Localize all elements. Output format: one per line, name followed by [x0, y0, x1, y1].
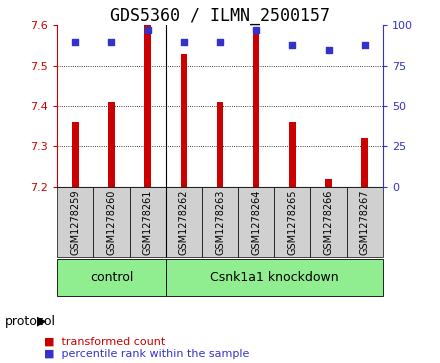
Bar [253, 33, 260, 187]
Text: protocol: protocol [4, 315, 55, 328]
Text: ■  transformed count: ■ transformed count [44, 337, 165, 347]
Bar [217, 102, 223, 187]
Text: GSM1278263: GSM1278263 [215, 189, 225, 255]
Text: Csnk1a1 knockdown: Csnk1a1 knockdown [210, 271, 338, 284]
Text: GSM1278264: GSM1278264 [251, 189, 261, 255]
Bar [180, 54, 187, 187]
Text: GSM1278266: GSM1278266 [323, 189, 334, 255]
Bar [289, 122, 296, 187]
Point [72, 38, 79, 44]
Bar [325, 179, 332, 187]
Point [216, 38, 224, 44]
Bar [93, 187, 129, 257]
Point [289, 42, 296, 48]
Point [108, 38, 115, 44]
Text: GSM1278261: GSM1278261 [143, 189, 153, 255]
Point [180, 38, 187, 44]
Bar [361, 138, 368, 187]
Bar [238, 187, 274, 257]
Point [253, 27, 260, 33]
Bar [57, 187, 93, 257]
Text: ■  percentile rank within the sample: ■ percentile rank within the sample [44, 348, 249, 359]
Bar [166, 187, 202, 257]
Point [144, 27, 151, 33]
Text: GSM1278259: GSM1278259 [70, 189, 80, 255]
Title: GDS5360 / ILMN_2500157: GDS5360 / ILMN_2500157 [110, 7, 330, 25]
Bar [274, 187, 311, 257]
Text: GSM1278262: GSM1278262 [179, 189, 189, 255]
Text: ▶: ▶ [37, 315, 47, 328]
Text: GSM1278267: GSM1278267 [360, 189, 370, 255]
Bar [57, 259, 166, 295]
Bar [108, 102, 115, 187]
Bar [347, 187, 383, 257]
Bar [72, 122, 79, 187]
Text: GSM1278260: GSM1278260 [106, 189, 117, 255]
Bar [166, 259, 383, 295]
Text: GSM1278265: GSM1278265 [287, 189, 297, 255]
Bar [202, 187, 238, 257]
Text: control: control [90, 271, 133, 284]
Bar [311, 187, 347, 257]
Point [361, 42, 368, 48]
Bar [129, 187, 166, 257]
Bar [144, 25, 151, 187]
Point [325, 47, 332, 53]
